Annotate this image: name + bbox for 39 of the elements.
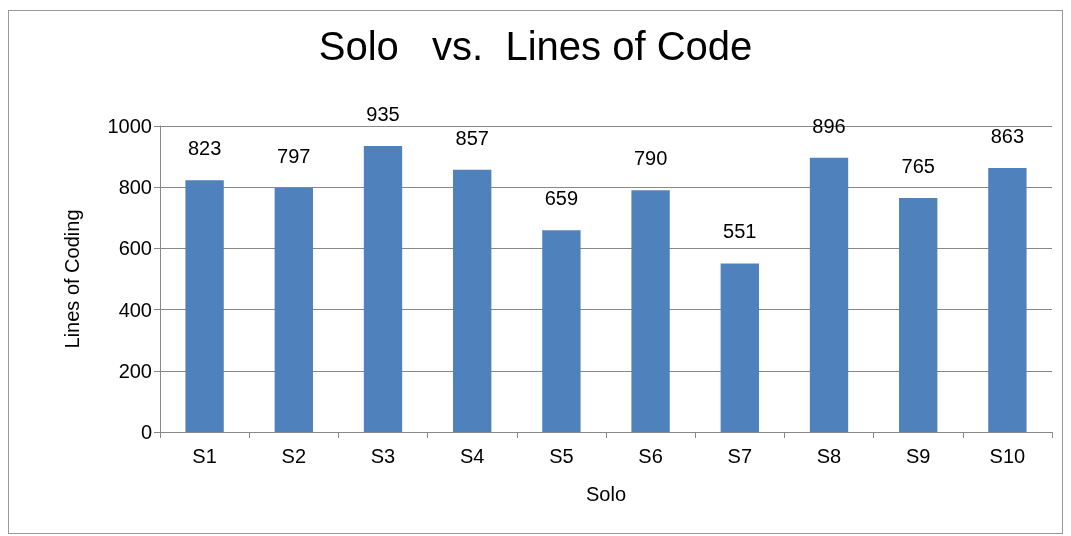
x-tick-label: S1	[192, 445, 217, 467]
y-tick-label: 1000	[107, 115, 152, 137]
bar	[809, 157, 849, 432]
chart-title: Solo vs. Lines of Code	[318, 24, 753, 68]
y-axis-title: Lines of Coding	[61, 209, 83, 349]
x-tick-label: S4	[459, 445, 485, 467]
data-label: 790	[633, 147, 668, 170]
data-label: 896	[812, 114, 846, 137]
data-label: 551	[723, 220, 757, 243]
y-tick-label: 800	[118, 176, 152, 199]
x-tick-label: S8	[816, 445, 842, 467]
bar	[363, 145, 403, 432]
x-tick-label: S3	[370, 445, 396, 467]
y-tick-label: 0	[140, 421, 152, 443]
bar	[631, 190, 670, 432]
x-tick-label: S6	[638, 445, 663, 467]
x-axis-title: Solo	[585, 483, 627, 505]
data-label: 823	[187, 137, 222, 160]
data-label: 765	[901, 154, 935, 177]
x-tick-label: S5	[549, 445, 574, 467]
bar	[453, 169, 492, 432]
x-tick-label: S2	[281, 445, 307, 467]
x-tick-label: S9	[905, 445, 931, 467]
x-tick-label: S7	[727, 445, 753, 467]
bar	[274, 188, 313, 432]
y-tick-label: 600	[118, 237, 152, 260]
data-label: 935	[366, 102, 400, 125]
data-label: 797	[277, 145, 311, 168]
bar	[542, 230, 581, 432]
y-tick-label: 200	[118, 359, 152, 382]
y-tick-label: 400	[118, 298, 152, 321]
bar	[720, 263, 759, 432]
bar	[988, 167, 1027, 432]
bar	[899, 197, 938, 432]
data-label: 863	[990, 124, 1025, 147]
x-tick-label: S10	[989, 445, 1026, 467]
bar	[185, 180, 224, 432]
data-label: 659	[544, 187, 579, 210]
data-label: 857	[455, 126, 489, 149]
